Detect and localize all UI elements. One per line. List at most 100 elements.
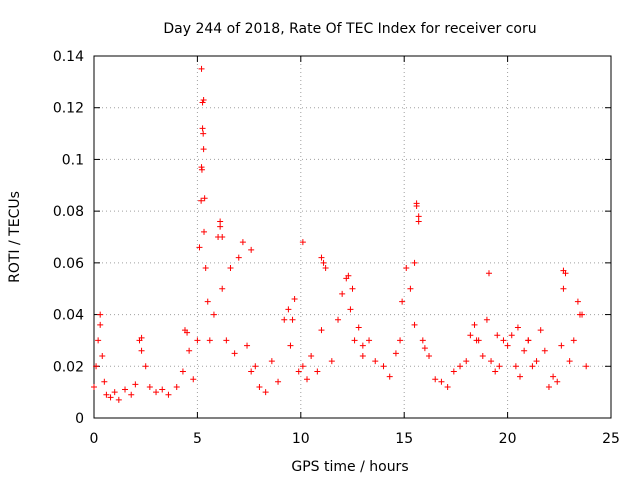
data-point xyxy=(508,332,515,339)
data-point xyxy=(328,358,335,365)
data-point xyxy=(95,337,102,344)
data-point xyxy=(107,394,114,401)
data-point xyxy=(380,363,387,370)
data-point xyxy=(231,350,238,357)
data-point xyxy=(322,265,329,272)
x-tick-label: 5 xyxy=(193,431,202,447)
data-point xyxy=(318,254,325,261)
data-point xyxy=(146,383,153,390)
data-point xyxy=(248,246,255,253)
data-point xyxy=(560,285,567,292)
data-point xyxy=(583,363,590,370)
data-point xyxy=(101,378,108,385)
data-point xyxy=(411,259,418,266)
data-point xyxy=(138,347,145,354)
data-point xyxy=(386,373,393,380)
data-point xyxy=(467,332,474,339)
data-point xyxy=(438,378,445,385)
data-point xyxy=(299,363,306,370)
data-point xyxy=(179,368,186,375)
x-tick-label: 20 xyxy=(499,431,517,447)
data-point xyxy=(525,337,532,344)
data-point xyxy=(560,267,567,274)
plot-frame xyxy=(93,55,612,419)
data-point xyxy=(403,265,410,272)
data-point xyxy=(545,383,552,390)
data-point xyxy=(199,125,206,132)
data-point xyxy=(566,358,573,365)
y-tick-label: 0.14 xyxy=(53,49,84,65)
data-point xyxy=(198,166,205,173)
data-point xyxy=(200,130,207,137)
data-point xyxy=(488,358,495,365)
data-point xyxy=(444,383,451,390)
data-point xyxy=(372,358,379,365)
data-point xyxy=(173,383,180,390)
data-point xyxy=(558,342,565,349)
data-point xyxy=(299,239,306,246)
data-point xyxy=(320,259,327,266)
data-point xyxy=(421,345,428,352)
data-point xyxy=(537,327,544,334)
data-point xyxy=(485,270,492,277)
data-point xyxy=(198,65,205,72)
data-point xyxy=(97,311,104,318)
data-point xyxy=(244,342,251,349)
data-point xyxy=(419,337,426,344)
chart-title: Day 244 of 2018, Rate Of TEC Index for r… xyxy=(163,21,536,37)
data-point xyxy=(347,306,354,313)
data-point xyxy=(494,332,501,339)
data-point xyxy=(576,311,583,318)
data-point xyxy=(289,316,296,323)
data-point xyxy=(397,337,404,344)
data-point xyxy=(314,368,321,375)
data-point xyxy=(159,386,166,393)
data-point xyxy=(492,368,499,375)
data-point xyxy=(318,327,325,334)
y-tick-label: 0 xyxy=(75,411,84,427)
data-point xyxy=(99,352,106,359)
x-tick-label: 15 xyxy=(395,431,413,447)
data-point xyxy=(496,363,503,370)
data-point xyxy=(512,363,519,370)
data-point xyxy=(366,337,373,344)
x-tick-label: 0 xyxy=(90,431,99,447)
data-point xyxy=(165,391,172,398)
data-point xyxy=(479,352,486,359)
data-point xyxy=(201,195,208,202)
data-point xyxy=(287,342,294,349)
data-point xyxy=(219,285,226,292)
data-point xyxy=(111,389,118,396)
data-point xyxy=(295,368,302,375)
data-point xyxy=(201,228,208,235)
data-point xyxy=(359,352,366,359)
data-point xyxy=(227,265,234,272)
data-point xyxy=(399,298,406,305)
data-point xyxy=(122,386,129,393)
y-tick-label: 0.02 xyxy=(53,359,84,375)
data-point xyxy=(252,363,259,370)
data-point xyxy=(415,218,422,225)
data-point xyxy=(335,316,342,323)
data-point xyxy=(426,352,433,359)
data-point xyxy=(304,376,311,383)
data-point xyxy=(570,337,577,344)
data-point xyxy=(217,218,224,225)
data-point xyxy=(275,378,282,385)
data-point xyxy=(190,376,197,383)
data-point xyxy=(217,223,224,230)
data-point xyxy=(471,321,478,328)
data-point xyxy=(181,327,188,334)
data-point xyxy=(504,342,511,349)
data-point xyxy=(351,337,358,344)
data-point xyxy=(138,334,145,341)
data-point xyxy=(574,298,581,305)
data-point xyxy=(415,213,422,220)
data-point xyxy=(206,337,213,344)
axis-ticks: 0 5 10 15 20 25 0 0.02 0.04 0.06 0.08 0.1 0.12 0.14 xyxy=(53,49,620,447)
data-point xyxy=(256,383,263,390)
data-point xyxy=(219,234,226,240)
data-point xyxy=(517,373,524,380)
data-point xyxy=(483,316,490,323)
data-point xyxy=(413,200,420,207)
